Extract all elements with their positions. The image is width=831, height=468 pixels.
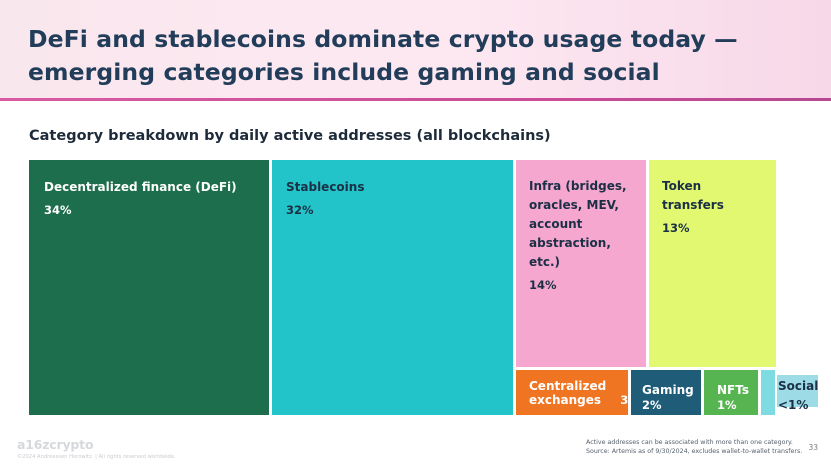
tile-label-centralized-exchanges: Centralized exchanges (529, 379, 607, 407)
copyright-text: ©2024 Andreessen Horowitz. | All rights … (17, 454, 176, 460)
tile-label-nfts: NFTs (717, 383, 749, 397)
tile-value-gaming: 2% (642, 398, 662, 412)
brand-logo: a16zcrypto (17, 437, 94, 452)
tile-value-infra: 14% (529, 278, 557, 292)
header-divider (0, 98, 831, 101)
treemap-tile-nfts: NFTs 1% (704, 370, 758, 415)
tile-label-box-social: Social <1% (777, 375, 819, 412)
tile-label-gaming: Gaming (642, 383, 694, 397)
treemap-tile-infra: Infra (bridges, oracles, MEV, account ab… (516, 160, 646, 367)
treemap-tile-centralized-exchanges: Centralized exchanges 3% (516, 370, 628, 415)
tile-value-centralized-exchanges: 3% (620, 393, 628, 407)
tile-value-token-transfers: 13% (662, 221, 690, 235)
chart-title: Category breakdown by daily active addre… (29, 128, 551, 144)
footnote-line-2: Source: Artemis as of 9/30/2024, exclude… (586, 448, 803, 455)
tile-value-social: <1% (778, 398, 809, 412)
page-number: 33 (808, 443, 818, 452)
tile-label-token-transfers: Token transfers (662, 179, 724, 212)
treemap-tile-gaming: Gaming 2% (631, 370, 701, 415)
tile-value-stablecoins: 32% (286, 203, 314, 217)
treemap-tile-defi: Decentralized finance (DeFi) 34% (29, 160, 269, 415)
footnote-line-1: Active addresses can be associated with … (586, 439, 793, 446)
tile-value-nfts: 1% (717, 398, 737, 412)
tile-label-stablecoins: Stablecoins (286, 180, 365, 194)
tile-label-defi: Decentralized finance (DeFi) (44, 180, 237, 194)
page-title: DeFi and stablecoins dominate crypto usa… (28, 25, 738, 86)
treemap-tile-token-transfers: Token transfers 13% (649, 160, 776, 367)
tile-label-infra: Infra (bridges, oracles, MEV, account ab… (529, 179, 627, 269)
tile-value-defi: 34% (44, 203, 72, 217)
footnote: Active addresses can be associated with … (586, 438, 816, 456)
tile-label-social: Social (778, 379, 819, 393)
header-band (0, 0, 831, 98)
treemap-tile-stablecoins: Stablecoins 32% (272, 160, 513, 415)
treemap-tile-social: Social <1% (761, 370, 818, 415)
